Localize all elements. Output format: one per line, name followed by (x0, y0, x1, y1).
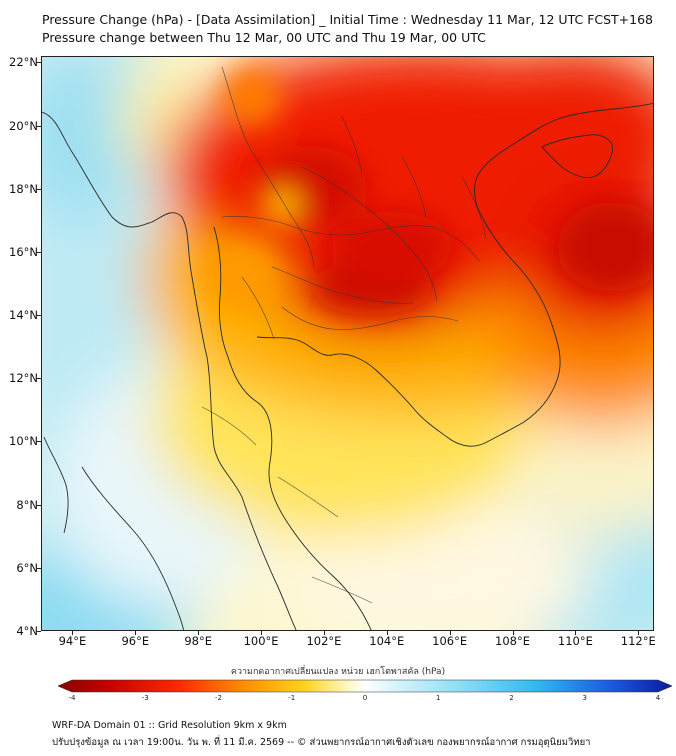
latitude-tick (36, 125, 41, 127)
longitude-tick (198, 631, 200, 635)
chart-subtitle: Pressure change between Thu 12 Mar, 00 U… (42, 30, 486, 45)
colorbar-tick-label: 3 (582, 694, 587, 702)
map-panel (41, 56, 654, 631)
longitude-tick-label: 96°E (121, 634, 150, 648)
latitude-tick-label: 4°N (16, 624, 38, 638)
pressure-field-core (202, 67, 653, 315)
longitude-tick-label: 104°E (369, 634, 405, 648)
latitude-tick-label: 16°N (9, 244, 38, 259)
longitude-tick (449, 631, 451, 635)
pressure-field (42, 57, 653, 630)
footer-model-info: WRF-DA Domain 01 :: Grid Resolution 9km … (52, 720, 287, 731)
longitude-tick (575, 631, 577, 635)
longitude-tick-label: 100°E (243, 634, 279, 648)
longitude-tick-label: 106°E (432, 634, 468, 648)
colorbar-gradient (57, 679, 673, 693)
longitude-tick (323, 631, 325, 635)
latitude-tick-label: 22°N (9, 55, 38, 70)
colorbar-tick-label: -4 (68, 694, 76, 702)
latitude-tick-label: 20°N (9, 118, 38, 133)
admin-borders (201, 66, 487, 604)
longitude-tick-label: 102°E (306, 634, 342, 648)
latitude-tick (36, 631, 41, 632)
longitude-tick-label: 108°E (495, 634, 531, 648)
footer-update-info: ปรับปรุงข้อมูล ณ เวลา 19:00น. วัน พ. ที่… (52, 737, 591, 748)
longitude-tick (512, 631, 514, 635)
latitude-tick (36, 567, 41, 569)
longitude-tick-label: 112°E (620, 634, 656, 648)
colorbar-title: ความกดอากาศเปลี่ยนแปลง หน่วย เฮกโตพาสคัล… (230, 667, 446, 677)
latitude-tick-label: 14°N (9, 308, 38, 323)
longitude-tick (261, 631, 263, 635)
latitude-tick-label: 18°N (9, 181, 38, 196)
longitude-tick (386, 631, 388, 635)
latitude-tick-label: 12°N (9, 371, 38, 386)
longitude-tick (135, 631, 137, 635)
colorbar (57, 678, 673, 693)
latitude-tick (36, 62, 41, 64)
colorbar-tick-label: -1 (288, 694, 296, 702)
coastlines (42, 102, 653, 630)
chart-title: Pressure Change (hPa) - [Data Assimilati… (42, 12, 654, 27)
longitude-tick-label: 98°E (184, 634, 212, 648)
latitude-tick-label: 6°N (16, 560, 38, 575)
latitude-tick (36, 441, 41, 443)
longitude-tick-label: 110°E (557, 634, 593, 648)
colorbar-tick-label: 2 (509, 694, 514, 702)
latitude-tick-label: 8°N (16, 497, 38, 512)
colorbar-tick-label: -3 (141, 694, 149, 702)
longitude-tick (638, 631, 640, 635)
colorbar-tick-label: 4 (655, 694, 661, 702)
latitude-tick (36, 188, 41, 190)
latitude-tick (36, 378, 41, 380)
longitude-tick-label: 94°E (58, 634, 87, 648)
latitude-tick (36, 504, 41, 506)
latitude-tick (36, 251, 41, 253)
colorbar-tick-label: 0 (362, 694, 368, 702)
longitude-tick (72, 631, 74, 635)
latitude-tick-label: 10°N (9, 434, 38, 449)
colorbar-tick-label: 1 (436, 694, 441, 702)
pressure-change-map (42, 57, 653, 630)
latitude-tick (36, 315, 41, 317)
colorbar-tick-label: -2 (215, 694, 222, 702)
